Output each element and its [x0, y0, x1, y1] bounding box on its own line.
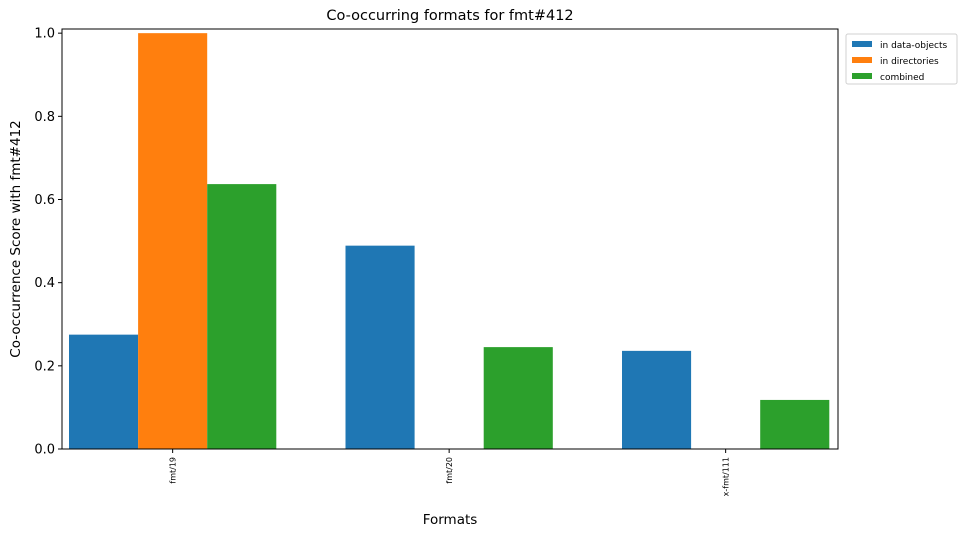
plot-frame [61, 28, 839, 450]
y-tick-label: 0.8 [34, 110, 55, 125]
bar-1-2 [483, 347, 553, 449]
legend-label: in data-objects [880, 41, 947, 51]
bar-2-2 [760, 399, 830, 449]
y-tick-label: 0.6 [34, 193, 55, 208]
chart-title: Co-occurring formats for fmt#412 [326, 8, 573, 24]
x-tick-label: fmt/19 [169, 457, 178, 484]
y-axis-label: Co-occurrence Score with fmt#412 [8, 120, 24, 357]
y-tick-label: 1.0 [34, 27, 55, 42]
legend-label: combined [880, 73, 924, 83]
y-tick-label: 0.2 [34, 359, 55, 374]
y-tick-label: 0.4 [34, 276, 55, 291]
bar-0-1 [138, 33, 208, 449]
legend-label: in directories [880, 57, 939, 67]
legend-swatch [852, 73, 872, 79]
x-tick-label: x-fmt/111 [722, 457, 731, 496]
y-tick-label: 0.0 [34, 443, 55, 458]
bar-0-2 [207, 184, 277, 449]
bar-2-0 [622, 350, 692, 449]
x-tick-label: fmt/20 [445, 457, 454, 484]
axes-layer: 0.0 0.2 0.4 0.6 0.8 1.0 fmt/19 fmt/20 x-fmt/111 [34, 27, 839, 496]
legend-swatch [852, 41, 872, 47]
legend-swatch [852, 57, 872, 63]
legend: in data-objects in directories combined [845, 33, 958, 85]
bar-1-0 [345, 245, 415, 449]
x-axis-label: Formats [423, 512, 478, 528]
bar-0-0 [69, 334, 139, 449]
legend-box [845, 33, 958, 85]
bars-layer [69, 33, 830, 449]
